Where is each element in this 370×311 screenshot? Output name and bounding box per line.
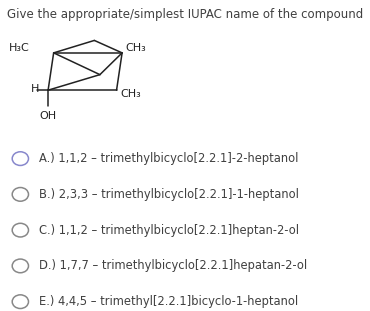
Text: D.) 1,7,7 – trimethylbicyclo[2.2.1]hepatan-2-ol: D.) 1,7,7 – trimethylbicyclo[2.2.1]hepat… <box>39 259 307 272</box>
Text: OH: OH <box>40 111 57 121</box>
Text: CH₃: CH₃ <box>120 89 141 99</box>
Text: CH₃: CH₃ <box>126 43 147 53</box>
Text: B.) 2,3,3 – trimethylbicyclo[2.2.1]-1-heptanol: B.) 2,3,3 – trimethylbicyclo[2.2.1]-1-he… <box>39 188 299 201</box>
Text: H: H <box>30 84 39 94</box>
Text: A.) 1,1,2 – trimethylbicyclo[2.2.1]-2-heptanol: A.) 1,1,2 – trimethylbicyclo[2.2.1]-2-he… <box>39 152 298 165</box>
Text: C.) 1,1,2 – trimethylbicyclo[2.2.1]heptan-2-ol: C.) 1,1,2 – trimethylbicyclo[2.2.1]hepta… <box>39 224 299 237</box>
Text: Give the appropriate/simplest IUPAC name of the compound: Give the appropriate/simplest IUPAC name… <box>7 8 363 21</box>
Text: E.) 4,4,5 – trimethyl[2.2.1]bicyclo-1-heptanol: E.) 4,4,5 – trimethyl[2.2.1]bicyclo-1-he… <box>39 295 298 308</box>
Text: H₃C: H₃C <box>9 43 30 53</box>
